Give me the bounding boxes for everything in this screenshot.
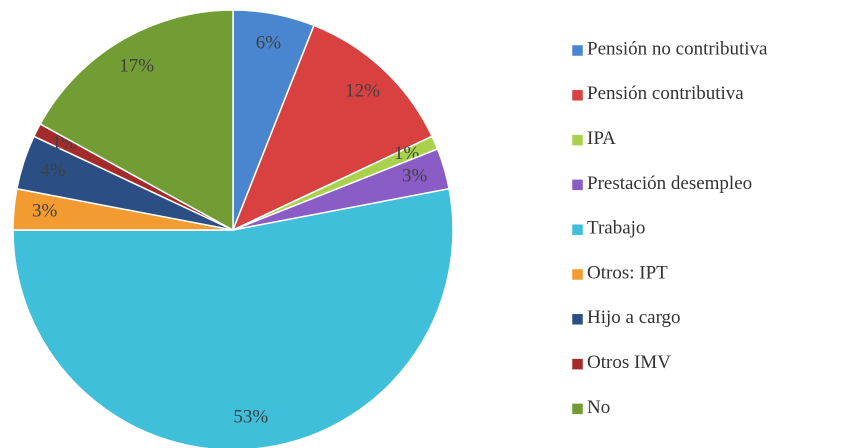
legend-label: Hijo a cargo xyxy=(587,307,681,328)
legend-swatch xyxy=(571,44,584,57)
pie-slice xyxy=(231,24,434,232)
pie-slice xyxy=(39,9,234,232)
slice-label: 6% xyxy=(256,33,282,54)
pie-slice xyxy=(12,187,454,448)
legend-swatch xyxy=(571,223,584,236)
slice-label: 53% xyxy=(233,407,268,428)
legend-swatch xyxy=(571,313,584,326)
legend-swatch xyxy=(571,134,584,146)
legend-swatch xyxy=(571,179,584,191)
slice-label: 3% xyxy=(32,201,58,222)
legend-swatch xyxy=(571,268,584,281)
legend-swatch xyxy=(571,358,584,370)
legend-swatch xyxy=(571,403,584,415)
legend-label: Pensión contributiva xyxy=(587,83,744,104)
legend-label: No xyxy=(587,397,610,418)
legend-label: Otros IMV xyxy=(587,352,671,373)
slice-label: 17% xyxy=(119,56,154,77)
legend-label: Trabajo xyxy=(587,218,645,239)
slice-label: 12% xyxy=(345,80,380,101)
legend-label: Otros: IPT xyxy=(587,262,668,283)
slice-label: 4% xyxy=(40,160,66,181)
legend-label: IPA xyxy=(587,128,616,149)
slice-label: 3% xyxy=(402,166,428,187)
legend-label: Prestación desempleo xyxy=(587,173,752,194)
legend-swatch xyxy=(571,89,584,102)
legend-label: Pensión no contributiva xyxy=(587,38,768,59)
